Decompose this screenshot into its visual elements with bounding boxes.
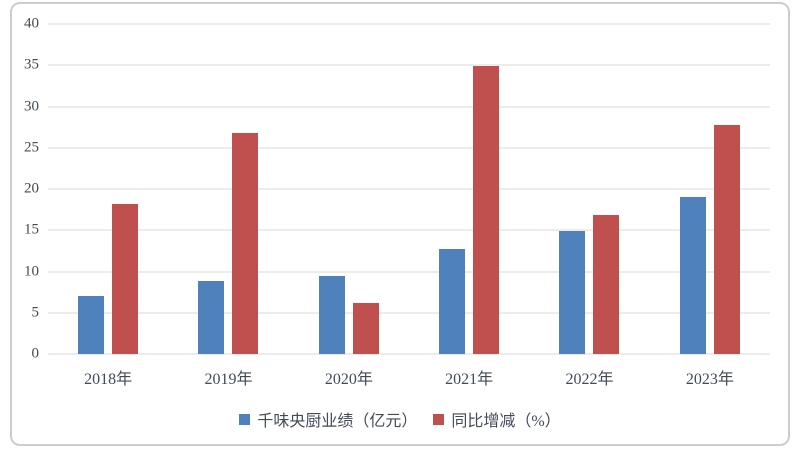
bar-2020年-series1 [318, 276, 345, 354]
y-tick-label: 5 [31, 304, 40, 321]
gridline [48, 188, 770, 190]
bar-2020年-series2 [352, 302, 379, 354]
bar-group-2019年 [168, 24, 288, 354]
y-tick-label: 30 [24, 98, 39, 114]
x-tick-label: 2022年 [565, 371, 614, 388]
x-tick-label: 2021年 [445, 371, 494, 388]
bar-group-2021年 [409, 24, 529, 354]
y-tick-label: 15 [24, 221, 39, 238]
legend-label-growth: 同比增减（%） [451, 413, 561, 430]
legend-item-revenue: 千味央厨业绩（亿元） [239, 407, 417, 431]
bar-group-2018年 [48, 24, 168, 354]
gridline [48, 312, 770, 314]
x-tick-label: 2023年 [685, 371, 734, 388]
bar-2023年-series1 [679, 197, 706, 354]
bar-group-2020年 [289, 24, 409, 354]
plot-area: 0 5 10 15 20 25 30 35 40 2018年 2019年 2020年 2021年 2022… [24, 16, 770, 388]
y-tick-label: 25 [24, 139, 39, 156]
bar-2023年-series2 [713, 125, 740, 354]
bar-2021年-series2 [473, 66, 500, 354]
y-tick-label: 0 [31, 345, 40, 362]
gridline [48, 64, 770, 66]
bar-2022年-series2 [593, 214, 620, 354]
gridline [48, 147, 770, 149]
y-tick-label: 40 [24, 15, 39, 32]
gridline [48, 229, 770, 231]
y-tick-label: 35 [24, 56, 39, 73]
y-tick-label: 20 [24, 180, 39, 197]
bar-2021年-series1 [439, 248, 466, 354]
legend-item-growth: 同比增减（%） [433, 407, 561, 431]
x-tick-label: 2020年 [324, 371, 373, 388]
bar-2018年-series2 [112, 203, 139, 354]
bar-group-2022年 [529, 24, 649, 354]
y-tick-label: 10 [24, 263, 39, 279]
legend-label-revenue: 千味央厨业绩（亿元） [257, 413, 418, 430]
bar-2019年-series1 [198, 280, 225, 354]
x-tick-label: 2019年 [204, 371, 253, 388]
legend-marker-red-icon [433, 413, 445, 425]
bar-2019年-series2 [232, 132, 259, 354]
legend: 千味央厨业绩（亿元） 同比增减（%） [12, 407, 788, 431]
bar-2018年-series1 [78, 296, 105, 354]
gridline [48, 106, 770, 107]
chart-frame: 0 5 10 15 20 25 30 35 40 2018年 2019年 2020年 2021年 2022… [10, 2, 790, 446]
gridline [48, 353, 770, 355]
bar-2022年-series1 [559, 231, 586, 354]
legend-marker-blue-icon [239, 413, 251, 425]
x-tick-label: 2018年 [84, 371, 133, 388]
bar-group-2023年 [650, 24, 770, 354]
gridline [48, 23, 770, 25]
gridline [48, 271, 770, 272]
